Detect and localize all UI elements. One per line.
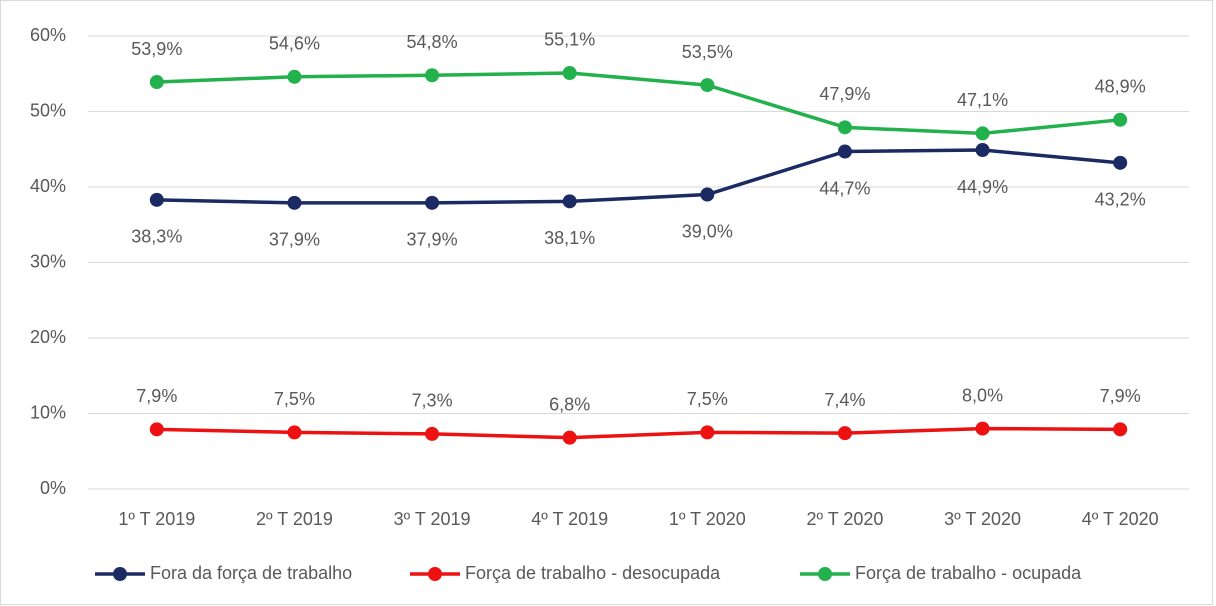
data-label: 37,9%	[407, 230, 458, 250]
data-label: 47,1%	[957, 90, 1008, 110]
data-point	[975, 126, 990, 141]
data-label: 7,4%	[824, 390, 865, 410]
y-tick-label: 50%	[30, 100, 66, 120]
data-point	[837, 426, 852, 441]
legend-label: Fora da força de trabalho	[150, 563, 352, 583]
data-label: 43,2%	[1095, 190, 1146, 210]
data-label: 39,0%	[682, 221, 733, 241]
data-point	[287, 425, 302, 440]
data-point	[837, 120, 852, 135]
data-point	[425, 68, 440, 83]
y-tick-label: 10%	[30, 402, 66, 422]
y-tick-label: 40%	[30, 176, 66, 196]
data-label: 54,6%	[269, 34, 320, 54]
x-tick-label: 2º T 2019	[256, 509, 333, 529]
data-label: 38,1%	[544, 228, 595, 248]
data-point	[562, 65, 577, 80]
data-label: 53,5%	[682, 42, 733, 62]
data-point	[562, 430, 577, 445]
data-point	[1113, 112, 1128, 127]
y-tick-label: 0%	[40, 478, 66, 498]
data-label: 53,9%	[131, 39, 182, 59]
x-tick-label: 4º T 2019	[531, 509, 608, 529]
data-label: 7,3%	[412, 391, 453, 411]
data-point	[975, 143, 990, 158]
data-label: 37,9%	[269, 230, 320, 250]
x-tick-label: 3º T 2019	[394, 509, 471, 529]
x-tick-label: 3º T 2020	[944, 509, 1021, 529]
data-point	[149, 75, 164, 90]
data-point	[700, 187, 715, 202]
data-label: 54,8%	[407, 32, 458, 52]
x-tick-label: 2º T 2020	[806, 509, 883, 529]
data-label: 38,3%	[131, 227, 182, 247]
x-tick-label: 4º T 2020	[1082, 509, 1159, 529]
legend-swatch-marker	[428, 567, 442, 581]
data-label: 48,9%	[1095, 77, 1146, 97]
data-point	[700, 78, 715, 93]
data-label: 8,0%	[962, 385, 1003, 405]
data-point	[700, 425, 715, 440]
data-label: 47,9%	[819, 84, 870, 104]
series-line	[156, 426, 1121, 440]
data-point	[1113, 422, 1128, 437]
series-line	[156, 71, 1121, 136]
data-label: 44,7%	[819, 178, 870, 198]
y-tick-label: 60%	[30, 25, 66, 45]
data-point	[975, 421, 990, 436]
data-label: 7,5%	[687, 389, 728, 409]
data-point	[149, 422, 164, 437]
legend-label: Força de trabalho - ocupada	[855, 563, 1082, 583]
data-label: 7,9%	[1100, 386, 1141, 406]
data-label: 7,9%	[136, 386, 177, 406]
data-point	[287, 195, 302, 210]
data-point	[562, 194, 577, 209]
data-point	[425, 426, 440, 441]
series-line	[156, 148, 1121, 205]
data-point	[837, 144, 852, 159]
data-point	[149, 192, 164, 207]
data-point	[287, 69, 302, 84]
data-label: 55,1%	[544, 30, 595, 50]
data-label: 6,8%	[549, 394, 590, 414]
legend-swatch-marker	[818, 567, 832, 581]
data-label: 7,5%	[274, 389, 315, 409]
data-point	[425, 195, 440, 210]
x-tick-label: 1º T 2019	[118, 509, 195, 529]
y-tick-label: 20%	[30, 327, 66, 347]
legend-label: Força de trabalho - desocupada	[465, 563, 721, 583]
legend-swatch-marker	[113, 567, 127, 581]
y-tick-label: 30%	[30, 251, 66, 271]
data-point	[1113, 155, 1128, 170]
x-tick-label: 1º T 2020	[669, 509, 746, 529]
data-label: 44,9%	[957, 177, 1008, 197]
